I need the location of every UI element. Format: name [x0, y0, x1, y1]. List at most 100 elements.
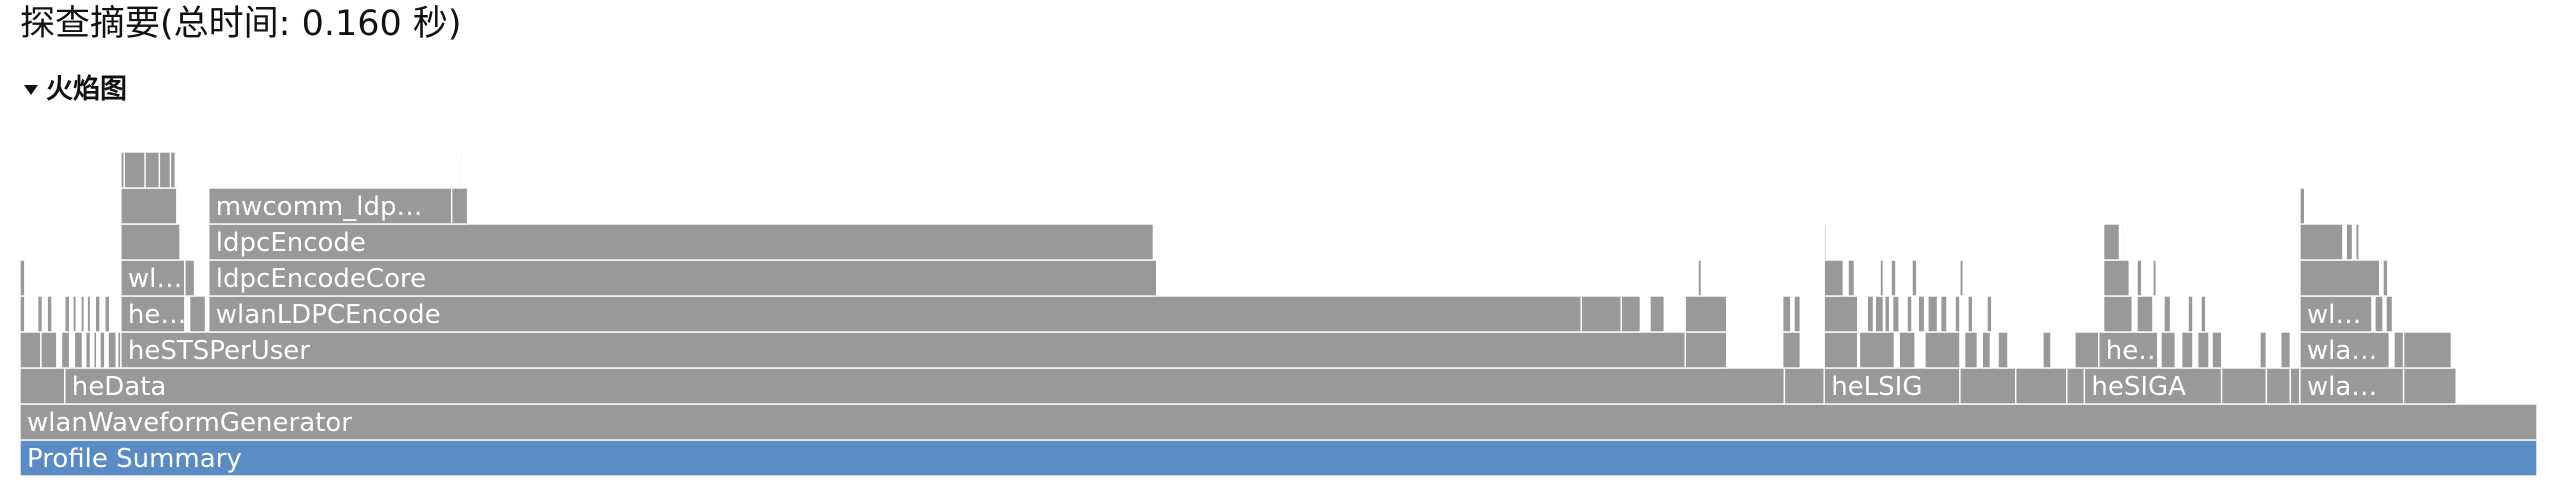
flame-graph-toggle[interactable]: 火焰图	[24, 70, 127, 110]
flame-frame-rect[interactable]	[60, 331, 71, 369]
flame-frame[interactable]	[99, 331, 106, 369]
flame-frame-rect[interactable]	[1874, 295, 1885, 333]
flame-frame-rect[interactable]	[2196, 331, 2210, 369]
flame-frame[interactable]	[1981, 331, 1992, 369]
flame-frame[interactable]	[1847, 259, 1856, 297]
flame-frame[interactable]	[2187, 295, 2194, 333]
flame-frame[interactable]	[2160, 331, 2177, 369]
flame-frame[interactable]	[60, 331, 71, 369]
flame-frame-rect[interactable]	[1890, 259, 1897, 297]
flame-frame[interactable]	[2102, 259, 2131, 297]
flame-frame-rect[interactable]	[1866, 295, 1875, 333]
flame-frame[interactable]	[1917, 295, 1926, 333]
flame-frame[interactable]	[2121, 223, 2125, 261]
flame-frame[interactable]	[120, 187, 178, 225]
flame-frame[interactable]	[1927, 295, 1939, 333]
flame-frame-rect[interactable]	[120, 187, 178, 225]
flame-frame-rect[interactable]	[2299, 223, 2344, 261]
flame-frame[interactable]	[19, 367, 66, 405]
flame-frame-rect[interactable]	[2083, 367, 2223, 405]
flame-frame[interactable]	[19, 295, 26, 333]
flame-frame-rect[interactable]	[2014, 367, 2068, 405]
flame-frame[interactable]	[2299, 223, 2344, 261]
flame-frame[interactable]	[459, 151, 462, 189]
flame-frame-rect[interactable]	[1781, 331, 1801, 369]
flame-frame-rect[interactable]	[2289, 367, 2301, 405]
flame-frame-rect[interactable]	[1963, 331, 1979, 369]
flame-frame[interactable]	[1858, 331, 1896, 369]
flame-frame[interactable]	[1906, 295, 1913, 333]
flame-frame-rect[interactable]	[1898, 331, 1916, 369]
flame-frame[interactable]	[1866, 295, 1875, 333]
flame-frame-rect[interactable]	[1697, 259, 1703, 297]
flame-frame-rect[interactable]	[86, 295, 92, 333]
flame-frame-rect[interactable]	[2102, 259, 2131, 297]
flame-frame-rect[interactable]	[19, 403, 2538, 441]
flame-frame[interactable]	[1997, 331, 2009, 369]
flame-frame-rect[interactable]	[1891, 295, 1900, 333]
flame-frame[interactable]	[2355, 223, 2360, 261]
flame-frame[interactable]	[120, 223, 181, 261]
flame-frame[interactable]: heSIGA	[2083, 367, 2223, 405]
flame-frame-rect[interactable]	[2299, 187, 2306, 225]
flame-frame-rect[interactable]	[2385, 295, 2394, 333]
flame-frame[interactable]	[2299, 187, 2306, 225]
flame-frame-rect[interactable]	[2160, 331, 2177, 369]
flame-frame[interactable]	[80, 295, 85, 333]
flame-frame-rect[interactable]	[2374, 295, 2384, 333]
flame-frame-rect[interactable]	[2074, 331, 2100, 369]
flame-frame-rect[interactable]	[1879, 259, 1885, 297]
flame-frame[interactable]	[2074, 331, 2100, 369]
flame-frame-rect[interactable]	[104, 295, 111, 333]
flame-frame[interactable]: he…	[2098, 331, 2164, 369]
flame-frame-rect[interactable]	[169, 151, 177, 189]
flame-frame[interactable]	[1874, 295, 1885, 333]
flame-frame[interactable]	[2014, 367, 2068, 405]
flame-frame[interactable]	[2289, 367, 2301, 405]
flame-frame[interactable]: wla…	[2299, 367, 2405, 405]
flame-frame[interactable]	[2163, 295, 2172, 333]
flame-frame[interactable]	[64, 295, 71, 333]
flame-frame-rect[interactable]	[1939, 295, 1948, 333]
flame-frame-rect[interactable]	[99, 331, 106, 369]
flame-frame-rect[interactable]	[2299, 295, 2373, 333]
flame-frame[interactable]: heSTSPerUser	[120, 331, 1686, 369]
flame-frame[interactable]: wl…	[120, 259, 186, 297]
flame-frame-rect[interactable]	[1620, 295, 1642, 333]
flame-frame[interactable]	[19, 331, 42, 369]
flame-frame-rect[interactable]	[19, 367, 66, 405]
flame-frame-rect[interactable]	[84, 331, 92, 369]
flame-frame-rect[interactable]	[120, 223, 181, 261]
flame-frame[interactable]: mwcomm_ldp…	[208, 187, 453, 225]
flame-frame[interactable]	[2102, 295, 2134, 333]
flame-frame[interactable]	[188, 295, 207, 333]
flame-frame[interactable]: ldpcEncode	[208, 223, 1155, 261]
flame-frame[interactable]	[1580, 295, 1623, 333]
flame-frame-rect[interactable]	[158, 151, 172, 189]
flame-frame[interactable]	[86, 295, 92, 333]
flame-frame-rect[interactable]	[1649, 295, 1666, 333]
flame-frame-rect[interactable]	[2299, 331, 2390, 369]
flame-frame[interactable]	[144, 151, 161, 189]
flame-graph[interactable]: Profile SummarywlanWaveformGeneratorheDa…	[0, 148, 2556, 478]
flame-frame-rect[interactable]	[2200, 295, 2207, 333]
flame-frame-rect[interactable]	[120, 331, 1686, 369]
flame-frame[interactable]	[92, 331, 98, 369]
flame-frame[interactable]	[451, 187, 469, 225]
flame-frame-rect[interactable]	[2259, 331, 2268, 369]
flame-frame[interactable]	[1823, 223, 1827, 261]
flame-frame[interactable]	[84, 331, 92, 369]
flame-frame[interactable]: wlanWaveformGenerator	[19, 403, 2538, 441]
flame-frame-rect[interactable]	[1884, 295, 1891, 333]
flame-frame[interactable]	[46, 295, 53, 333]
flame-frame-rect[interactable]	[19, 259, 26, 297]
flame-frame[interactable]	[1911, 259, 1918, 297]
flame-frame-rect[interactable]	[1823, 295, 1859, 333]
flame-frame-rect[interactable]	[2152, 259, 2157, 297]
flame-frame-rect[interactable]	[2211, 331, 2223, 369]
flame-frame-rect[interactable]	[1959, 259, 1964, 297]
flame-frame-rect[interactable]	[1783, 367, 1825, 405]
flame-frame-rect[interactable]	[2382, 259, 2389, 297]
flame-frame-rect[interactable]	[19, 295, 26, 333]
flame-frame[interactable]	[2136, 295, 2154, 333]
